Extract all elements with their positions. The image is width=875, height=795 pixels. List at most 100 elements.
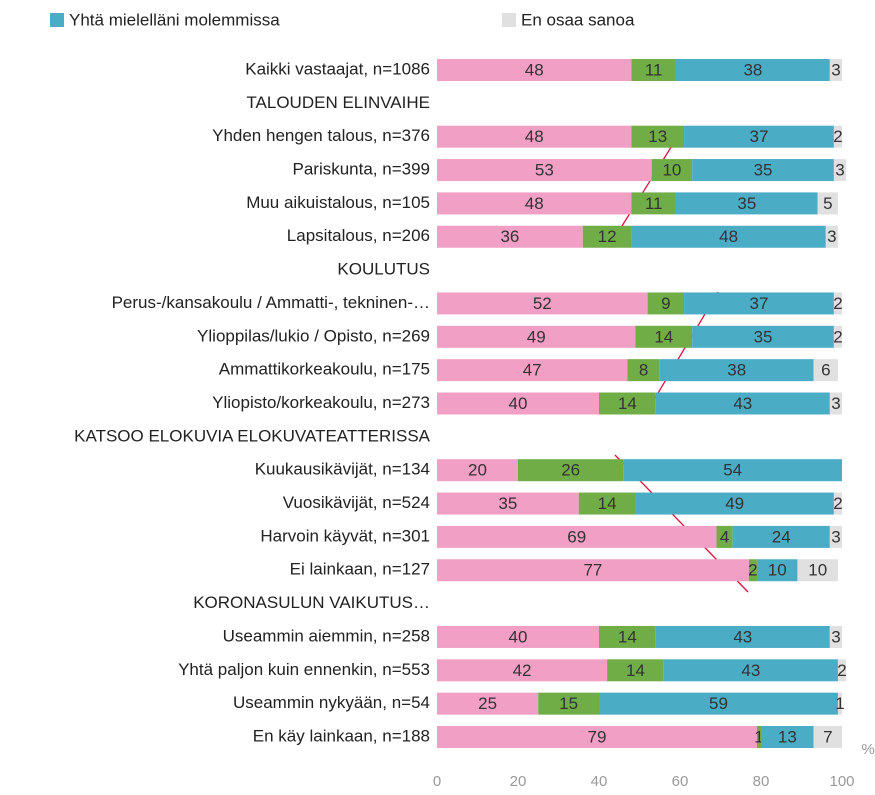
x-tick-label: 80 <box>753 773 770 790</box>
category-label: Useammin nykyään, n=54 <box>233 693 430 712</box>
value-label: 2 <box>833 327 842 346</box>
bar-segment <box>607 659 664 682</box>
value-label: 53 <box>535 161 554 180</box>
bar-segment <box>659 359 814 382</box>
x-tick-label: 0 <box>433 773 441 790</box>
bar-segment <box>817 192 838 215</box>
bar-segment <box>437 625 599 648</box>
value-label: 14 <box>618 627 637 646</box>
bar-segment <box>437 559 749 582</box>
bar-segment <box>748 559 757 582</box>
value-label: 79 <box>588 727 607 746</box>
bar-segment <box>437 59 632 81</box>
bar-segment <box>833 325 842 348</box>
bar-segment <box>675 59 830 81</box>
bar-segment <box>684 292 834 315</box>
bar-segment <box>437 392 599 415</box>
bar-segment <box>655 625 830 648</box>
category-label: Useammin aiemmin, n=258 <box>223 626 430 645</box>
bar-segment <box>833 292 842 315</box>
value-label: 40 <box>509 394 528 413</box>
bar-segment <box>833 159 847 182</box>
category-label: Yhden hengen talous, n=376 <box>212 126 430 145</box>
bar-segment <box>837 692 842 715</box>
value-label: 9 <box>661 294 670 313</box>
value-label: 43 <box>733 627 752 646</box>
value-label: 40 <box>509 627 528 646</box>
bar-segment <box>692 159 834 182</box>
bar-segment <box>582 225 632 248</box>
value-label: 15 <box>559 694 578 713</box>
bar-segment <box>813 359 838 382</box>
bar-segment <box>732 525 830 548</box>
bar-segment <box>756 559 798 582</box>
category-label: TALOUDEN ELINVAIHE <box>246 93 430 112</box>
value-label: 36 <box>500 227 519 246</box>
value-label: 48 <box>525 127 544 146</box>
bar-segment <box>599 625 656 648</box>
bar-segment <box>837 659 847 682</box>
bar-segment <box>813 726 842 748</box>
category-label: KATSOO ELOKUVIA ELOKUVATEATTERISSA <box>74 426 430 445</box>
bar-segment <box>684 125 834 148</box>
category-label: Vuosikävijät, n=524 <box>283 493 430 512</box>
value-label: 3 <box>831 60 840 79</box>
value-label: 2 <box>833 127 842 146</box>
bar-segment <box>437 459 518 482</box>
bar-segment <box>631 59 676 81</box>
bar-segment <box>675 192 818 215</box>
bar-segment <box>655 392 830 415</box>
bar-segment <box>829 625 842 648</box>
value-label: 13 <box>778 727 797 746</box>
value-label: 3 <box>831 627 840 646</box>
bar-segment <box>437 726 757 748</box>
value-label: 13 <box>648 127 667 146</box>
value-label: 14 <box>598 494 617 513</box>
category-label: KOULUTUS <box>337 260 430 279</box>
value-label: 20 <box>468 461 487 480</box>
value-label: 24 <box>772 527 791 546</box>
value-label: 7 <box>823 727 832 746</box>
value-label: 8 <box>639 361 648 380</box>
value-label: 48 <box>525 60 544 79</box>
category-label: Harvoin käyvät, n=301 <box>260 526 430 545</box>
category-label: Pariskunta, n=399 <box>292 160 430 179</box>
bar-segment <box>692 325 834 348</box>
bar-segment <box>797 559 838 582</box>
bar-segment <box>833 125 842 148</box>
value-label: 2 <box>833 494 842 513</box>
value-label: 38 <box>743 60 762 79</box>
value-label: 6 <box>821 361 830 380</box>
value-label: 35 <box>754 161 773 180</box>
bar-segment <box>437 525 717 548</box>
value-label: 77 <box>583 561 602 580</box>
bar-segment <box>437 325 636 348</box>
x-axis-label: % <box>861 741 874 758</box>
value-label: 37 <box>750 294 769 313</box>
bar-segment <box>599 392 656 415</box>
bar-segment <box>756 726 761 748</box>
bar-segment <box>825 225 838 248</box>
category-label: Kaikki vastaajat, n=1086 <box>245 59 430 78</box>
value-label: 54 <box>723 461 742 480</box>
category-label: Kuukausikävijät, n=134 <box>255 460 430 479</box>
value-label: 48 <box>719 227 738 246</box>
value-label: 4 <box>720 527 729 546</box>
value-label: 35 <box>498 494 517 513</box>
value-label: 3 <box>831 394 840 413</box>
value-label: 1 <box>835 694 844 713</box>
value-label: 49 <box>725 494 744 513</box>
value-label: 48 <box>525 194 544 213</box>
value-label: 49 <box>527 327 546 346</box>
bar-segment <box>829 59 842 81</box>
value-label: 5 <box>823 194 832 213</box>
bar-segment <box>833 492 842 515</box>
value-label: 12 <box>598 227 617 246</box>
legend-swatch <box>50 13 64 27</box>
bar-segment <box>578 492 636 515</box>
value-label: 14 <box>654 327 673 346</box>
value-label: 69 <box>567 527 586 546</box>
value-label: 2 <box>837 661 846 680</box>
bar-segment <box>627 359 660 382</box>
